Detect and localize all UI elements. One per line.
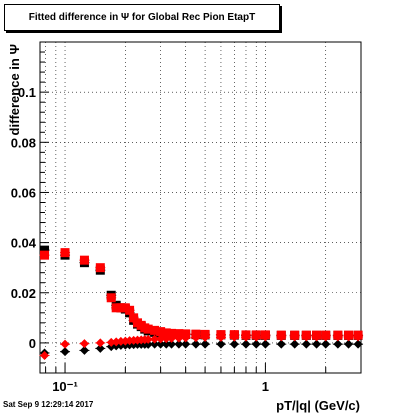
- data-point-square: [60, 248, 70, 258]
- data-point-diamond: [95, 338, 105, 348]
- data-point-square: [95, 263, 105, 273]
- data-point-diamond: [290, 332, 300, 342]
- data-point-diamond: [312, 332, 322, 342]
- data-point-square: [150, 325, 160, 335]
- data-point-square: [143, 324, 153, 334]
- data-point-diamond: [251, 332, 261, 342]
- data-point-diamond: [353, 332, 363, 342]
- data-point-diamond: [167, 339, 177, 349]
- data-point-square: [125, 305, 135, 315]
- data-point-diamond: [321, 339, 331, 349]
- y-tick-label: 0.08: [11, 135, 36, 150]
- data-point-diamond: [161, 334, 171, 344]
- data-point-diamond: [321, 332, 331, 342]
- data-point-diamond: [312, 339, 322, 349]
- data-point-diamond: [174, 339, 184, 349]
- data-point-diamond: [143, 334, 153, 344]
- y-tick-label: 0.04: [11, 236, 37, 251]
- data-point-square: [161, 328, 171, 338]
- plot-frame: [39, 41, 362, 374]
- data-point-diamond: [191, 333, 201, 343]
- data-point-square: [129, 313, 139, 323]
- data-point-diamond: [301, 339, 311, 349]
- data-point-diamond: [216, 332, 226, 342]
- data-point-diamond: [181, 339, 191, 349]
- data-point-diamond: [301, 332, 311, 342]
- data-point-diamond: [260, 332, 270, 342]
- y-tick-label: 0.06: [11, 185, 36, 200]
- data-point-diamond: [344, 339, 354, 349]
- data-point-square: [167, 328, 177, 338]
- data-point-diamond: [161, 339, 171, 349]
- data-point-square: [40, 250, 50, 260]
- data-point-square: [40, 245, 50, 255]
- data-point-diamond: [156, 334, 166, 344]
- data-point-diamond: [276, 332, 286, 342]
- data-point-diamond: [95, 343, 105, 353]
- data-point-diamond: [60, 347, 70, 357]
- data-point-diamond: [167, 333, 177, 343]
- data-point-diamond: [156, 339, 166, 349]
- data-point-diamond: [174, 333, 184, 343]
- data-point-diamond: [290, 339, 300, 349]
- chart-title: Fitted difference in Ψ for Global Rec Pi…: [28, 12, 256, 23]
- data-point-diamond: [200, 332, 210, 342]
- data-point-diamond: [276, 339, 286, 349]
- data-point-square: [79, 255, 89, 265]
- x-tick-label: 1: [262, 379, 269, 394]
- data-point-diamond: [150, 339, 160, 349]
- data-point-square: [174, 329, 184, 339]
- data-point-diamond: [150, 334, 160, 344]
- data-point-diamond: [200, 339, 210, 349]
- y-tick-label: 0.1: [18, 85, 36, 100]
- data-point-diamond: [353, 339, 363, 349]
- chart-title-box: Fitted difference in Ψ for Global Rec Pi…: [4, 4, 280, 31]
- data-point-diamond: [333, 332, 343, 342]
- data-point-diamond: [79, 345, 89, 355]
- data-point-diamond: [260, 339, 270, 349]
- y-axis-label: difference in Ψ: [7, 44, 22, 135]
- data-point-diamond: [181, 333, 191, 343]
- data-point-diamond: [251, 339, 261, 349]
- data-point-diamond: [40, 350, 50, 360]
- data-point-square: [156, 327, 166, 337]
- data-point-square: [106, 293, 116, 303]
- x-axis-label: pT/|q| (GeV/c): [276, 398, 360, 413]
- data-point-diamond: [229, 339, 239, 349]
- data-point-diamond: [79, 339, 89, 349]
- data-point-diamond: [333, 339, 343, 349]
- datestamp: Sat Sep 9 12:29:14 2017: [3, 400, 94, 409]
- y-tick-label: 0.02: [11, 286, 36, 301]
- x-tick-label: 10⁻¹: [52, 379, 78, 394]
- y-tick-label: 0: [29, 336, 36, 351]
- data-point-diamond: [229, 332, 239, 342]
- data-point-diamond: [191, 339, 201, 349]
- data-point-diamond: [241, 332, 251, 342]
- data-point-diamond: [60, 339, 70, 349]
- data-point-diamond: [344, 332, 354, 342]
- data-point-diamond: [241, 339, 251, 349]
- data-point-diamond: [216, 339, 226, 349]
